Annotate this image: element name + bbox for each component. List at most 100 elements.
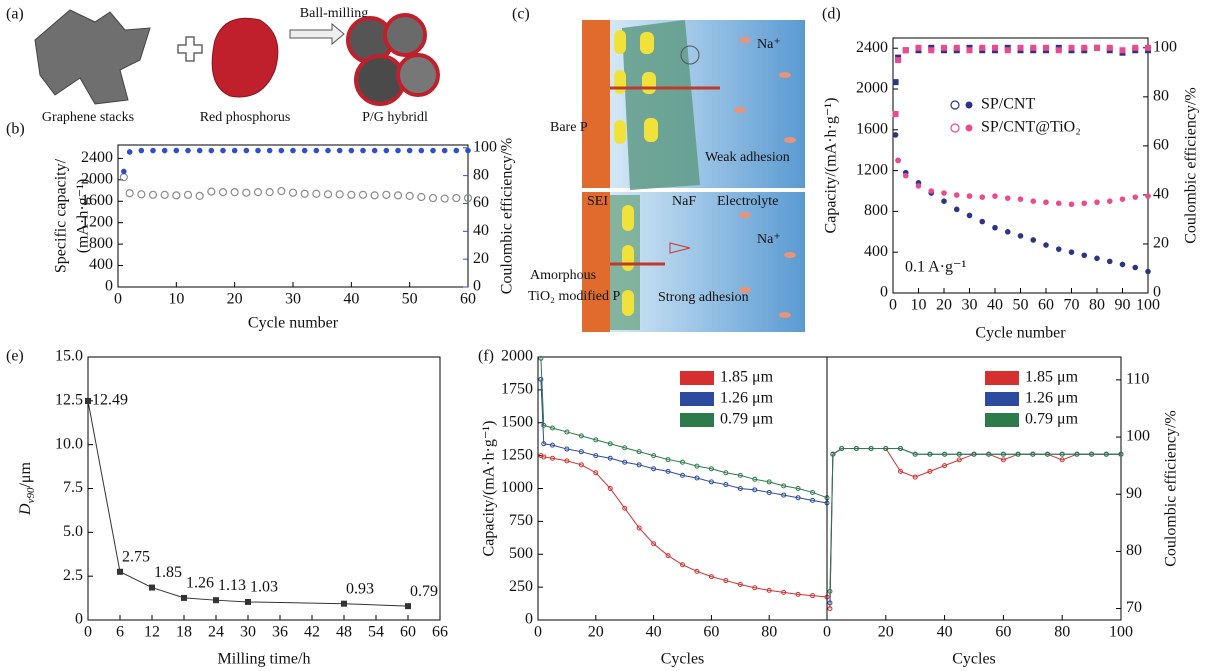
x-tick-label: 30 bbox=[285, 291, 301, 308]
marker bbox=[125, 189, 134, 198]
marker bbox=[231, 147, 238, 154]
y-tick-label: 10.0 bbox=[55, 435, 83, 452]
marker bbox=[277, 186, 286, 196]
marker bbox=[1119, 261, 1126, 268]
x-tick-label: 36 bbox=[272, 624, 288, 641]
y-axis-label: Dv90/μm bbox=[17, 461, 37, 515]
marker bbox=[1055, 246, 1062, 252]
marker bbox=[1043, 199, 1049, 206]
marker bbox=[1068, 201, 1075, 208]
marker bbox=[1145, 268, 1151, 275]
marker bbox=[708, 479, 714, 485]
x-tick-label: 30 bbox=[240, 624, 256, 641]
marker bbox=[85, 398, 91, 405]
marker bbox=[953, 44, 960, 51]
y-tick-label: 1600 bbox=[856, 120, 888, 137]
y-tick-label: 750 bbox=[509, 512, 533, 529]
marker bbox=[766, 479, 772, 485]
marker bbox=[1017, 233, 1024, 239]
marker bbox=[207, 187, 216, 196]
marker bbox=[564, 458, 570, 464]
marker bbox=[956, 451, 962, 457]
marker bbox=[593, 437, 599, 443]
x-tick-label: 20 bbox=[936, 297, 952, 314]
x-axis-label: Cycle number bbox=[248, 315, 339, 332]
y-tick-label: 400 bbox=[89, 256, 113, 273]
marker bbox=[243, 147, 250, 154]
marker bbox=[898, 468, 903, 474]
marker bbox=[149, 584, 155, 591]
y2-tick-label: 0 bbox=[473, 278, 481, 295]
marker bbox=[465, 147, 471, 154]
x-tick-label: 20 bbox=[588, 624, 604, 641]
marker bbox=[752, 585, 758, 591]
marker bbox=[301, 147, 308, 154]
legend-label: SP/CNT@TiO₂ bbox=[981, 119, 1081, 136]
marker bbox=[335, 190, 344, 199]
process-label: Ball-milling bbox=[300, 6, 368, 21]
diagram-text: Na⁺ bbox=[757, 232, 781, 247]
marker bbox=[1043, 44, 1049, 51]
marker bbox=[538, 376, 544, 382]
y2-axis-label: Coulombic efficiency/% bbox=[1183, 87, 1200, 244]
x-tick-label: 60 bbox=[703, 624, 719, 641]
data-label: 2.75 bbox=[122, 548, 150, 565]
marker bbox=[941, 44, 947, 51]
marker bbox=[636, 525, 642, 531]
marker bbox=[220, 147, 226, 154]
plot-frame bbox=[892, 37, 1149, 294]
marker bbox=[418, 147, 425, 154]
panel-label: (f) bbox=[478, 348, 494, 365]
marker bbox=[347, 190, 356, 199]
marker bbox=[242, 188, 251, 197]
marker bbox=[341, 600, 347, 607]
y-tick-label: 800 bbox=[864, 202, 888, 219]
marker bbox=[181, 594, 187, 601]
marker bbox=[902, 47, 909, 54]
marker bbox=[405, 603, 411, 610]
graphene-stacks-shape bbox=[34, 9, 151, 105]
y-tick-label: 12.5 bbox=[55, 392, 83, 409]
marker bbox=[117, 568, 123, 575]
x-tick-label: 30 bbox=[962, 297, 978, 314]
x-tick-label: 48 bbox=[336, 624, 352, 641]
legend-swatch bbox=[680, 392, 714, 406]
marker bbox=[1094, 255, 1100, 262]
y2-tick-label: 20 bbox=[473, 250, 489, 267]
plot-frame bbox=[117, 144, 469, 288]
marker bbox=[827, 606, 833, 612]
caption: Red phosphorus bbox=[200, 110, 291, 125]
marker bbox=[137, 190, 146, 199]
marker bbox=[1089, 451, 1095, 457]
diagram-text: Bare P bbox=[550, 120, 588, 135]
migration-arrows bbox=[610, 86, 720, 266]
y-tick-label: 1200 bbox=[81, 213, 113, 230]
y-tick-label: 0 bbox=[525, 611, 533, 628]
y2-tick-label: 110 bbox=[1126, 371, 1149, 388]
marker bbox=[810, 593, 816, 599]
y-tick-label: 1600 bbox=[81, 192, 113, 209]
x-tick-label: 40 bbox=[343, 291, 359, 308]
y-tick-label: 7.5 bbox=[63, 479, 83, 496]
marker bbox=[966, 212, 973, 219]
diagram-text: SEI bbox=[587, 194, 608, 209]
marker bbox=[1094, 199, 1100, 206]
marker bbox=[992, 193, 998, 199]
marker bbox=[636, 449, 642, 455]
y2-tick-label: 70 bbox=[1126, 599, 1142, 616]
x-tick-label: 80 bbox=[1054, 624, 1070, 641]
marker bbox=[1081, 252, 1088, 259]
x-axis-label: Cycles bbox=[661, 651, 705, 668]
marker bbox=[126, 149, 133, 155]
marker bbox=[1043, 242, 1049, 248]
marker bbox=[382, 190, 391, 199]
y-tick-label: 800 bbox=[89, 235, 113, 252]
marker bbox=[564, 446, 570, 452]
series-line bbox=[829, 447, 1121, 592]
x-tick-label: 50 bbox=[1013, 297, 1029, 314]
legend-label: 0.79 μm bbox=[1025, 411, 1079, 428]
x-tick-label: 0 bbox=[823, 624, 831, 641]
x-tick-label: 0 bbox=[889, 297, 897, 314]
marker bbox=[417, 192, 426, 202]
marker bbox=[578, 462, 584, 468]
